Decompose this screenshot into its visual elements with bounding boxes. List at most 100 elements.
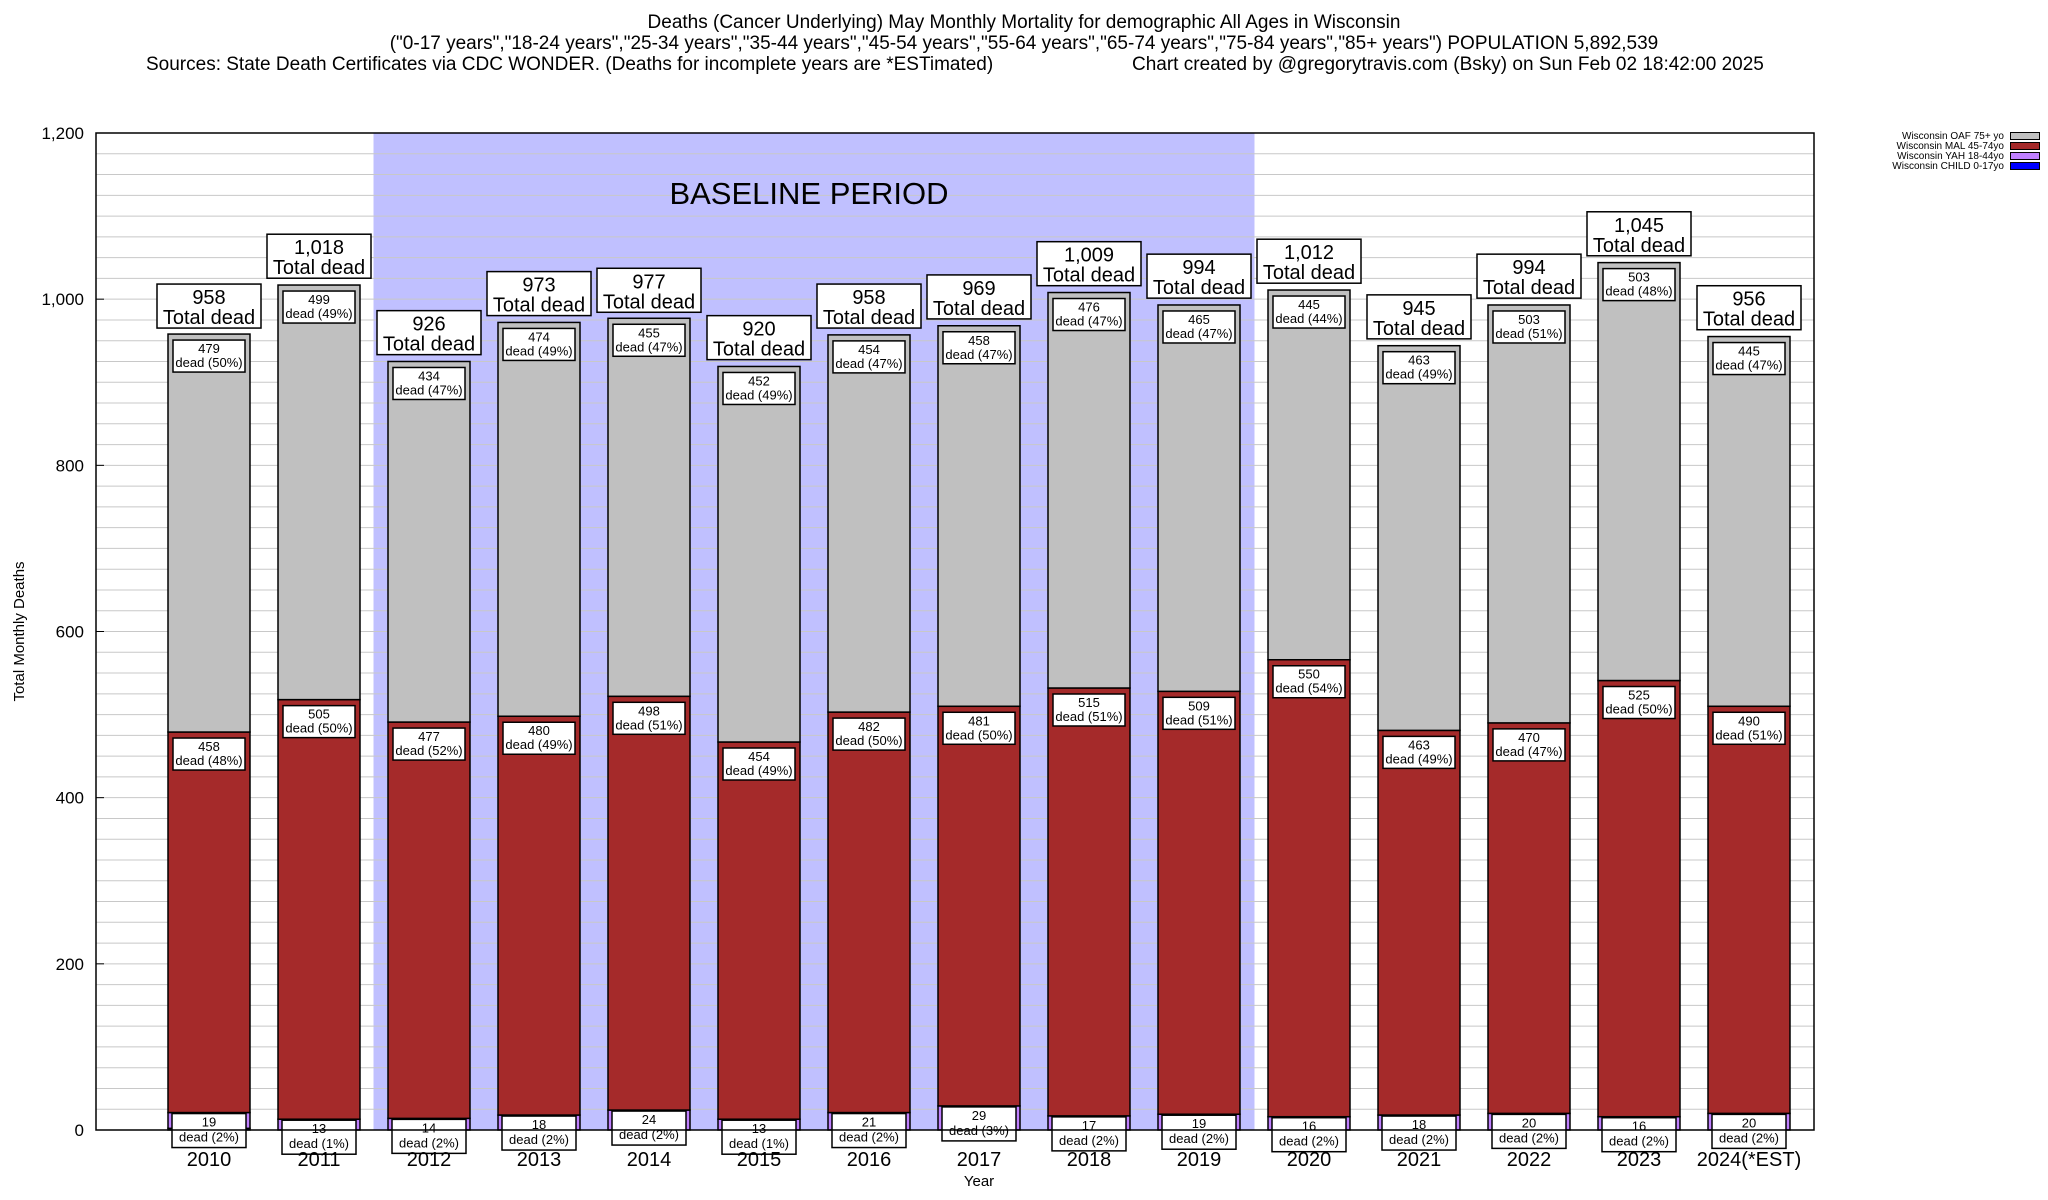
legend: Wisconsin OAF 75+ yo Wisconsin MAL 45-74… <box>1892 131 2040 171</box>
bar-segment <box>938 326 1020 707</box>
oaf-value-label: 499 <box>308 292 330 307</box>
oaf-percent-label: dead (49%) <box>505 343 572 358</box>
legend-item: Wisconsin CHILD 0-17yo <box>1892 161 2040 171</box>
total-suffix-label: Total dead <box>493 295 585 317</box>
total-value-label: 994 <box>1182 257 1215 279</box>
total-value-label: 1,012 <box>1284 242 1334 264</box>
mal-value-label: 463 <box>1408 737 1430 752</box>
y-tick-label: 800 <box>56 456 84 475</box>
x-tick-label: 2022 <box>1507 1149 1552 1171</box>
yah-value-label: 24 <box>642 1112 656 1127</box>
mal-value-label: 550 <box>1298 667 1320 682</box>
yah-percent-label: dead (2%) <box>509 1132 569 1147</box>
mal-percent-label: dead (50%) <box>1605 702 1672 717</box>
bar-segment <box>938 706 1020 1106</box>
yah-value-label: 13 <box>752 1121 766 1136</box>
total-value-label: 1,018 <box>294 237 344 259</box>
bar-segment <box>1708 706 1790 1113</box>
legend-swatch <box>2010 132 2040 140</box>
baseline-period-label: BASELINE PERIOD <box>669 176 948 211</box>
yah-value-label: 20 <box>1522 1115 1536 1130</box>
oaf-value-label: 452 <box>748 373 770 388</box>
bar-segment <box>1158 691 1240 1114</box>
yah-value-label: 29 <box>972 1108 986 1123</box>
y-tick-label: 400 <box>56 789 84 808</box>
x-tick-label: 2019 <box>1177 1149 1222 1171</box>
total-suffix-label: Total dead <box>1483 277 1575 299</box>
oaf-percent-label: dead (49%) <box>725 387 792 402</box>
bar-segment <box>1268 660 1350 1117</box>
yah-value-label: 20 <box>1742 1115 1756 1130</box>
mal-value-label: 482 <box>858 719 880 734</box>
bar-segment <box>828 335 910 712</box>
legend-swatch <box>2010 142 2040 150</box>
bar-segment <box>498 716 580 1115</box>
y-tick-label: 1,000 <box>41 290 84 309</box>
mal-value-label: 525 <box>1628 688 1650 703</box>
x-tick-label: 2020 <box>1287 1149 1332 1171</box>
legend-swatch <box>2010 162 2040 170</box>
legend-item: Wisconsin YAH 18-44yo <box>1892 151 2040 161</box>
mal-value-label: 515 <box>1078 695 1100 710</box>
mal-percent-label: dead (51%) <box>1165 712 1232 727</box>
oaf-value-label: 503 <box>1628 270 1650 285</box>
total-value-label: 973 <box>522 275 555 297</box>
y-axis-label: Total Monthly Deaths <box>11 561 28 701</box>
total-suffix-label: Total dead <box>1263 262 1355 284</box>
bar-segment <box>1268 290 1350 660</box>
mal-percent-label: dead (50%) <box>285 721 352 736</box>
legend-item: Wisconsin MAL 45-74yo <box>1892 141 2040 151</box>
oaf-percent-label: dead (47%) <box>395 382 462 397</box>
total-suffix-label: Total dead <box>383 334 475 356</box>
oaf-value-label: 445 <box>1298 297 1320 312</box>
total-suffix-label: Total dead <box>1043 265 1135 287</box>
yah-percent-label: dead (2%) <box>839 1130 899 1145</box>
oaf-value-label: 465 <box>1188 312 1210 327</box>
mal-percent-label: dead (49%) <box>505 737 572 752</box>
mal-value-label: 481 <box>968 713 990 728</box>
total-value-label: 920 <box>742 319 775 341</box>
y-tick-label: 1,200 <box>41 124 84 143</box>
oaf-value-label: 445 <box>1738 344 1760 359</box>
mal-value-label: 454 <box>748 749 770 764</box>
oaf-percent-label: dead (44%) <box>1275 311 1342 326</box>
total-value-label: 994 <box>1512 257 1545 279</box>
yah-percent-label: dead (2%) <box>1499 1130 1559 1145</box>
bar-segment <box>1378 346 1460 731</box>
mal-value-label: 509 <box>1188 698 1210 713</box>
oaf-percent-label: dead (47%) <box>1165 326 1232 341</box>
x-tick-label: 2017 <box>957 1149 1002 1171</box>
x-tick-label: 2024(*EST) <box>1697 1149 1802 1171</box>
legend-item: Wisconsin OAF 75+ yo <box>1892 131 2040 141</box>
yah-value-label: 16 <box>1632 1119 1646 1134</box>
bar-segment <box>718 366 800 742</box>
x-tick-label: 2013 <box>517 1149 562 1171</box>
bar-segment <box>1378 730 1460 1115</box>
oaf-value-label: 479 <box>198 341 220 356</box>
mal-percent-label: dead (47%) <box>1495 744 1562 759</box>
total-suffix-label: Total dead <box>273 257 365 279</box>
bar-segment <box>388 361 470 722</box>
legend-swatch <box>2010 152 2040 160</box>
oaf-value-label: 476 <box>1078 300 1100 315</box>
oaf-percent-label: dead (48%) <box>1605 284 1672 299</box>
oaf-percent-label: dead (47%) <box>835 356 902 371</box>
bar-segment <box>168 732 250 1113</box>
total-value-label: 958 <box>192 287 225 309</box>
yah-value-label: 16 <box>1302 1119 1316 1134</box>
bar-segment <box>828 712 910 1112</box>
yah-value-label: 19 <box>202 1115 216 1130</box>
x-tick-label: 2018 <box>1067 1149 1112 1171</box>
x-tick-label: 2012 <box>407 1149 452 1171</box>
total-suffix-label: Total dead <box>163 307 255 329</box>
oaf-value-label: 474 <box>528 329 550 344</box>
bar-segment <box>608 696 690 1110</box>
total-suffix-label: Total dead <box>1373 318 1465 340</box>
mal-percent-label: dead (48%) <box>175 753 242 768</box>
mal-percent-label: dead (51%) <box>1715 727 1782 742</box>
legend-label: Wisconsin CHILD 0-17yo <box>1892 161 2004 172</box>
bar-segment <box>1158 305 1240 691</box>
mal-value-label: 505 <box>308 707 330 722</box>
x-tick-label: 2016 <box>847 1149 892 1171</box>
